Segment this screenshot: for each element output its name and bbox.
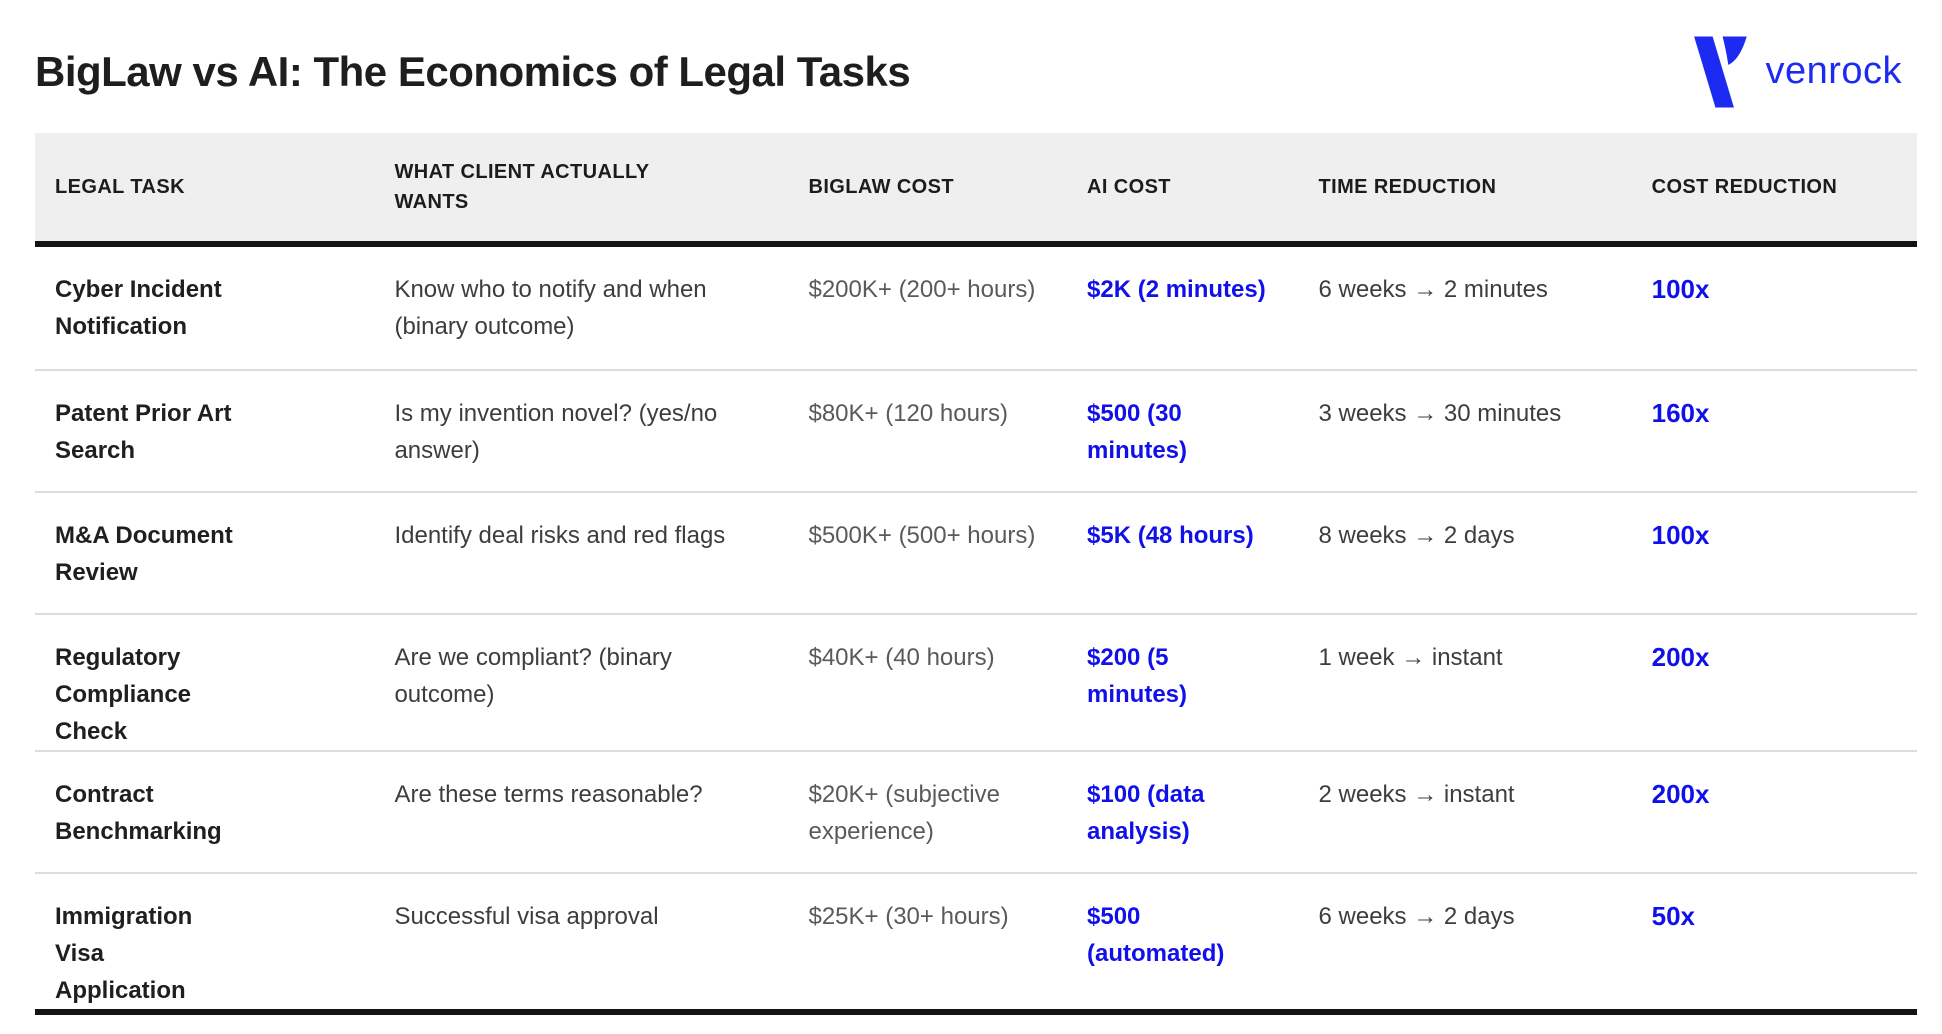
cell-ai-cost: $2K (2 minutes): [1087, 276, 1266, 303]
cell-biglaw-cost: $500K+ (500+ hours): [808, 522, 1036, 549]
cell-client-wants: Identify deal risks and red flags: [394, 522, 726, 549]
cell-biglaw-cost: $20K+ (subjective experience): [808, 781, 1000, 845]
table-row: M&A Document Review Identify deal risks …: [35, 491, 1917, 613]
cell-time-reduction: 6 weeks → 2 days: [1318, 903, 1515, 930]
cell-time-reduction: 6 weeks → 2 minutes: [1318, 276, 1548, 303]
cell-biglaw-cost: $40K+ (40 hours): [808, 644, 995, 671]
top-bar: BigLaw vs AI: The Economics of Legal Tas…: [0, 0, 1942, 133]
cell-time-reduction: 1 week → instant: [1318, 644, 1503, 671]
cell-cost-reduction: 50x: [1651, 901, 1695, 931]
cell-client-wants: Successful visa approval: [394, 903, 659, 930]
venrock-wordmark: venrock: [1765, 50, 1902, 92]
column-header-ai-cost: AI COST: [1087, 176, 1171, 198]
cell-ai-cost: $500 (automated): [1087, 903, 1225, 967]
cell-ai-cost: $100 (data analysis): [1087, 781, 1205, 845]
cell-legal-task: M&A Document Review: [55, 522, 233, 586]
table-row: Contract Benchmarking Are these terms re…: [35, 750, 1917, 872]
table-row: Immigration Visa Application Successful …: [35, 872, 1917, 1009]
cell-cost-reduction: 200x: [1651, 642, 1710, 672]
cell-biglaw-cost: $200K+ (200+ hours): [808, 276, 1036, 303]
cell-ai-cost: $5K (48 hours): [1087, 522, 1254, 549]
table-row: Cyber Incident Notification Know who to …: [35, 247, 1917, 369]
cell-cost-reduction: 200x: [1651, 779, 1710, 809]
cell-client-wants: Are these terms reasonable?: [394, 781, 703, 808]
cell-cost-reduction: 100x: [1651, 274, 1710, 304]
venrock-v-icon: [1694, 35, 1748, 108]
page-title: BigLaw vs AI: The Economics of Legal Tas…: [35, 47, 911, 95]
cell-time-reduction: 3 weeks → 30 minutes: [1318, 400, 1562, 427]
table-row: Regulatory Compliance Check Are we compl…: [35, 613, 1917, 750]
cell-biglaw-cost: $80K+ (120 hours): [808, 400, 1008, 427]
column-header-biglaw-cost: BIGLAW COST: [808, 176, 954, 198]
table-header-row: LEGAL TASK WHAT CLIENT ACTUALLY WANTS BI…: [35, 133, 1917, 247]
cell-legal-task: Contract Benchmarking: [55, 781, 222, 845]
column-header-legal-task: LEGAL TASK: [55, 176, 185, 198]
column-header-cost-reduction: COST REDUCTION: [1651, 176, 1838, 198]
cell-ai-cost: $200 (5 minutes): [1087, 644, 1188, 708]
cell-legal-task: Regulatory Compliance Check: [55, 644, 192, 745]
comparison-table: LEGAL TASK WHAT CLIENT ACTUALLY WANTS BI…: [35, 133, 1917, 1015]
cell-time-reduction: 8 weeks → 2 days: [1318, 522, 1515, 549]
cell-cost-reduction: 100x: [1651, 520, 1710, 550]
cell-time-reduction: 2 weeks → instant: [1318, 781, 1515, 808]
cell-legal-task: Patent Prior Art Search: [55, 400, 232, 464]
table-row: Patent Prior Art Search Is my invention …: [35, 369, 1917, 491]
table-body: Cyber Incident Notification Know who to …: [35, 247, 1917, 1015]
cell-client-wants: Is my invention novel? (yes/no answer): [394, 400, 718, 464]
cell-biglaw-cost: $25K+ (30+ hours): [808, 903, 1009, 930]
cell-client-wants: Know who to notify and when (binary outc…: [394, 276, 707, 340]
column-header-time-reduction: TIME REDUCTION: [1318, 176, 1497, 198]
cell-client-wants: Are we compliant? (binary outcome): [394, 644, 672, 708]
cell-ai-cost: $500 (30 minutes): [1087, 400, 1188, 464]
cell-cost-reduction: 160x: [1651, 398, 1710, 428]
cell-legal-task: Immigration Visa Application: [55, 903, 193, 1004]
venrock-logo: venrock: [1687, 29, 1902, 115]
cell-legal-task: Cyber Incident Notification: [55, 276, 222, 340]
column-header-client-wants: WHAT CLIENT ACTUALLY WANTS: [394, 161, 650, 213]
